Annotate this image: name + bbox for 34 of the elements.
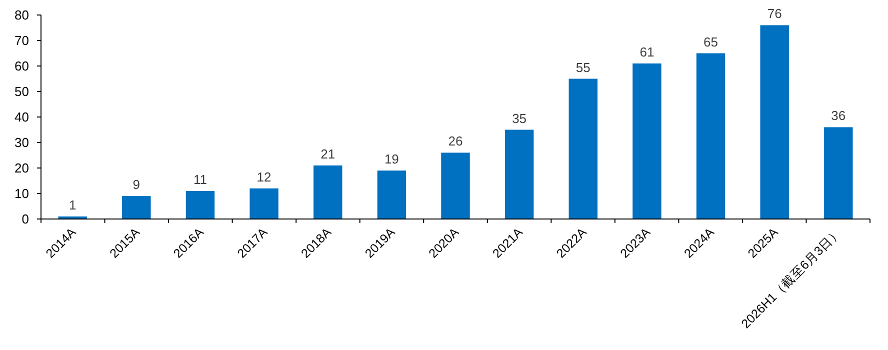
bar: [250, 188, 278, 219]
data-label: 55: [576, 60, 590, 75]
bar: [696, 53, 726, 219]
bar: [186, 190, 215, 219]
y-tick-label: 10: [14, 186, 29, 202]
bar: [568, 78, 598, 219]
y-tick-label: 70: [14, 33, 29, 48]
data-label: 12: [256, 169, 272, 184]
y-tick-label: 20: [14, 160, 29, 176]
data-label: 76: [767, 6, 782, 22]
y-tick-label: 30: [14, 135, 29, 150]
data-label: 9: [132, 177, 140, 192]
data-label: 11: [193, 172, 207, 187]
y-tick-label: 0: [22, 212, 29, 227]
data-label: 26: [448, 134, 463, 149]
bar: [314, 165, 342, 219]
data-label: 61: [640, 44, 654, 60]
bar: [504, 130, 534, 219]
bar: [760, 25, 789, 219]
y-tick-label: 50: [14, 84, 29, 100]
y-tick-label: 80: [14, 8, 29, 23]
bar: [632, 63, 662, 219]
data-label: 1: [68, 197, 76, 212]
bar: [441, 152, 470, 219]
data-label: 36: [831, 108, 846, 124]
y-tick-label: 60: [14, 58, 29, 74]
data-label: 19: [384, 152, 399, 167]
y-tick-label: 40: [14, 110, 29, 125]
bar: [824, 127, 853, 219]
bar: [122, 196, 151, 219]
data-label: 21: [320, 146, 336, 162]
data-label: 65: [704, 34, 718, 50]
data-label: 35: [512, 110, 527, 126]
bar: [377, 170, 406, 219]
